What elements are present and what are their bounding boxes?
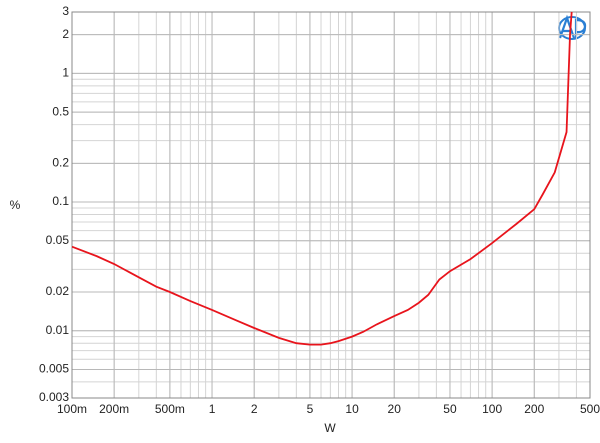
x-tick-label: 50	[443, 402, 457, 416]
y-tick-label: 0.1	[52, 194, 69, 208]
x-tick-label: 10	[345, 402, 359, 416]
y-tick-label: 2	[62, 27, 69, 41]
x-axis-label: W	[324, 421, 336, 435]
x-tick-label: 500	[580, 402, 600, 416]
y-tick-label: 0.02	[46, 284, 70, 298]
x-tick-label: 100	[482, 402, 502, 416]
y-tick-label: 0.2	[52, 155, 69, 169]
x-tick-label: 500m	[155, 402, 185, 416]
y-axis-label: %	[10, 198, 21, 212]
y-tick-label: 1	[62, 66, 69, 80]
x-tick-label: 20	[388, 402, 402, 416]
x-tick-label: 200m	[99, 402, 129, 416]
y-tick-label: 0.5	[52, 104, 69, 118]
x-tick-label: 100m	[57, 402, 87, 416]
y-tick-label: 0.003	[39, 390, 69, 404]
y-tick-label: 3	[62, 4, 69, 18]
y-tick-label: 0.01	[46, 323, 70, 337]
x-tick-label: 200	[524, 402, 544, 416]
logo	[558, 14, 587, 40]
x-tick-label: 5	[307, 402, 314, 416]
y-tick-label: 0.05	[46, 233, 70, 247]
x-tick-label: 2	[251, 402, 258, 416]
y-tick-label: 0.005	[39, 362, 69, 376]
plot-frame	[71, 11, 591, 399]
data-line	[72, 11, 573, 346]
x-tick-label: 1	[209, 402, 216, 416]
